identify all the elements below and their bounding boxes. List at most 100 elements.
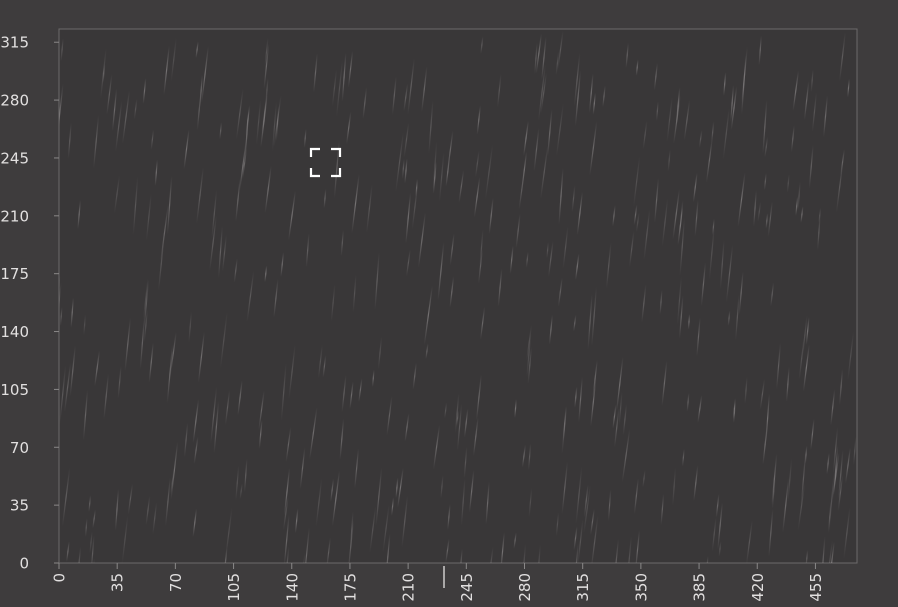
streak [792,70,800,111]
streak [142,77,147,104]
streak [444,402,448,419]
streak [294,508,299,534]
streak [575,466,583,525]
streak [440,475,444,499]
streak [576,191,584,236]
streak [805,550,809,563]
streak [148,342,154,383]
streak [635,212,640,233]
streak [672,189,681,240]
streak [282,495,289,531]
streak [514,399,517,419]
streak [241,148,248,180]
streak [555,512,560,537]
streak [197,331,205,383]
x-tick-label: 0 [51,573,69,583]
streak [121,515,129,563]
streak [672,467,677,506]
streak [759,378,766,410]
streak [352,274,357,313]
x-tick-label: 420 [749,573,767,602]
streak [767,201,773,237]
streak [401,158,405,179]
streak [331,69,338,107]
streak [432,424,441,470]
streak [166,344,174,404]
streak [561,461,569,514]
streak [667,149,671,172]
streak [145,193,152,241]
streak [445,538,450,563]
streak [828,472,835,531]
streak [708,226,715,280]
streak [479,306,486,340]
streak [210,386,218,444]
y-tick-label: 315 [0,34,29,52]
streak [303,128,307,148]
streak [456,403,463,451]
streak [463,446,468,479]
streak [405,192,412,244]
x-tick-label: 35 [109,573,127,592]
streak [145,495,151,525]
streak [547,109,553,157]
streak [737,172,746,227]
streak [288,344,296,399]
streak [844,447,851,484]
streak [497,74,502,108]
streak [622,404,628,436]
streak [605,242,612,289]
streak [666,97,673,143]
streak [798,337,805,380]
streak [634,530,641,563]
streak [142,278,149,320]
streak [438,152,445,202]
streak [59,83,64,143]
streak [626,536,632,563]
streak [115,101,123,152]
streak [323,189,327,209]
streak [258,419,263,449]
streak [661,198,669,247]
streak [196,166,204,224]
streak [711,121,715,144]
icon-corner [309,147,320,157]
streak [77,199,81,230]
streak [75,546,82,563]
streak [127,483,134,515]
streak [283,514,290,563]
streak [745,520,753,563]
streak [826,452,830,475]
streak [712,218,715,236]
streak [432,141,438,190]
streak [715,493,720,518]
streak [143,280,150,329]
streak [139,317,145,370]
streak [521,444,527,468]
streak [653,62,658,91]
streak [111,88,118,132]
streak [741,55,747,115]
streak [732,398,736,420]
streak [618,391,623,426]
streak [432,161,437,194]
streak [315,478,323,527]
streak [847,78,850,98]
streak [264,165,272,213]
streak [391,76,397,115]
streak [331,470,341,527]
streak [592,92,596,115]
streak [590,515,599,563]
streak [744,376,748,404]
streak [458,548,463,563]
fullscreen-icon[interactable] [309,147,342,178]
streak [425,343,429,360]
streak [346,111,352,145]
streak [696,317,701,357]
streak [730,86,738,130]
streak [659,289,663,315]
streak [263,43,270,89]
streak [628,230,635,268]
streak [765,393,770,444]
